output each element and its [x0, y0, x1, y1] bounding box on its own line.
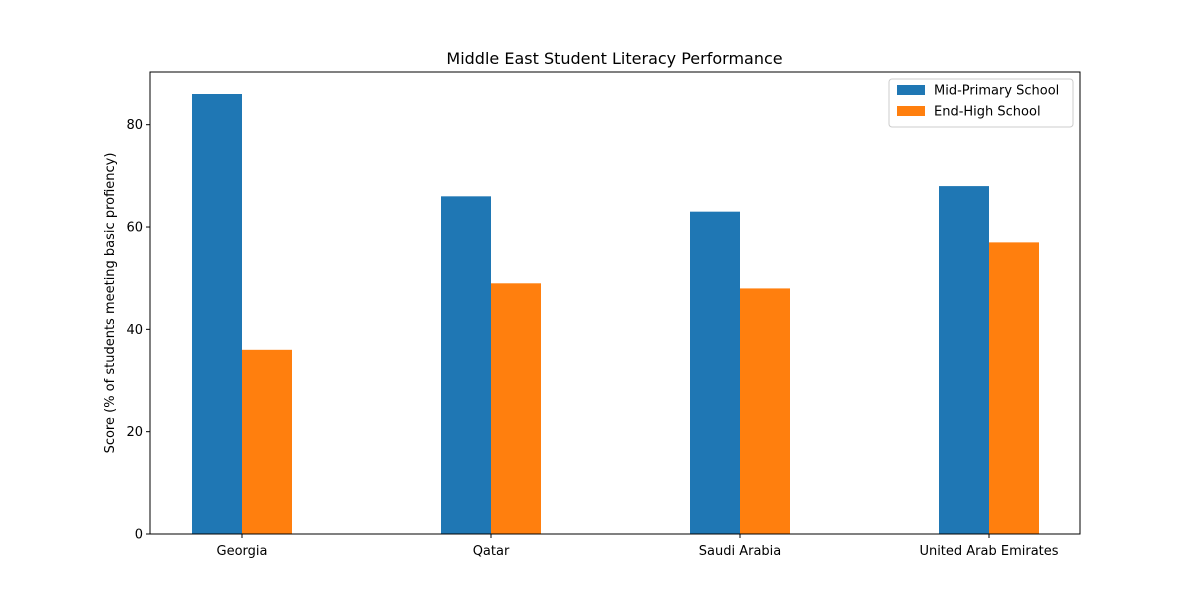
- bar-end-high-school-saudi-arabia: [740, 288, 790, 534]
- bars-group: [192, 94, 1039, 535]
- legend-swatch-mid-primary-school: [897, 85, 925, 95]
- y-tick-label: 40: [126, 323, 143, 338]
- chart-title: Middle East Student Literacy Performance: [446, 49, 782, 68]
- x-axis: Georgia Qatar Saudi Arabia United Arab Emir…: [217, 534, 1059, 559]
- bar-mid-primary-school-qatar: [441, 196, 491, 535]
- y-tick-label: 60: [126, 221, 143, 236]
- x-tick-label-saudi-arabia: Saudi Arabia: [699, 544, 782, 559]
- legend-swatch-end-high-school: [897, 106, 925, 116]
- y-tick-label: 20: [126, 425, 143, 440]
- bar-mid-primary-school-united-arab-emirates: [939, 186, 989, 534]
- y-axis-label: Score (% of students meeting basic profi…: [103, 153, 118, 454]
- legend-box: [888, 78, 1074, 128]
- bar-end-high-school-united-arab-emirates: [989, 242, 1039, 535]
- bar-mid-primary-school-georgia: [192, 94, 242, 534]
- legend-label-end-high-school: End-High School: [934, 105, 1041, 120]
- x-tick-label-qatar: Qatar: [473, 544, 510, 559]
- y-axis: 0 20 40 60 80: [126, 118, 150, 543]
- x-tick-label-georgia: Georgia: [217, 544, 268, 559]
- bar-end-high-school-georgia: [242, 349, 292, 534]
- y-tick-label: 80: [126, 118, 143, 133]
- plot-frame: [149, 71, 1081, 535]
- x-tick-label-united-arab-emirates: United Arab Emirates: [919, 544, 1058, 559]
- bar-end-high-school-qatar: [491, 283, 541, 534]
- y-tick-label: 0: [135, 528, 143, 543]
- legend: Mid-Primary School End-High School: [888, 78, 1074, 128]
- legend-label-mid-primary-school: Mid-Primary School: [934, 84, 1059, 99]
- bar-mid-primary-school-saudi-arabia: [690, 211, 740, 534]
